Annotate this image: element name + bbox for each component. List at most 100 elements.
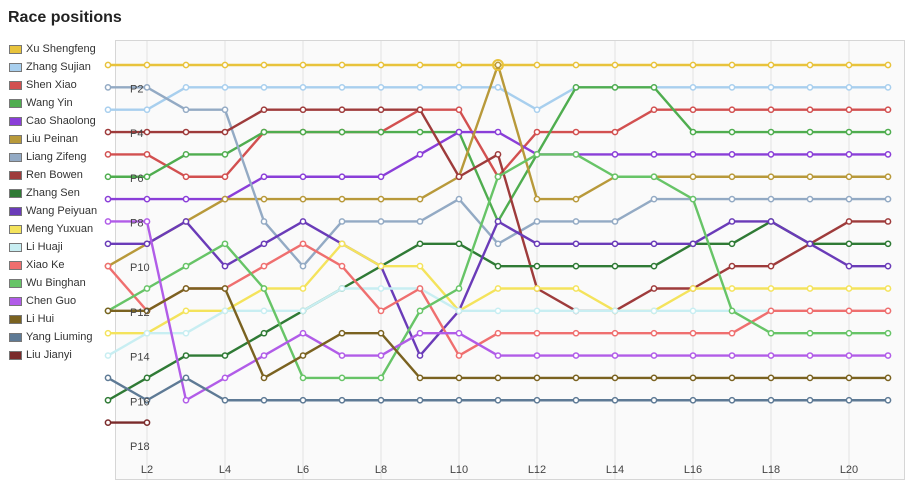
data-point[interactable] bbox=[104, 419, 112, 426]
data-point[interactable] bbox=[377, 195, 385, 203]
data-point[interactable] bbox=[455, 285, 463, 292]
data-point[interactable] bbox=[572, 61, 580, 69]
data-point[interactable] bbox=[884, 151, 892, 158]
data-point[interactable] bbox=[728, 218, 736, 225]
data-point[interactable] bbox=[182, 84, 190, 91]
data-point[interactable] bbox=[143, 195, 151, 203]
data-point[interactable] bbox=[221, 195, 229, 203]
data-point[interactable] bbox=[572, 128, 580, 136]
series-2[interactable] bbox=[104, 106, 892, 181]
data-point[interactable] bbox=[338, 128, 346, 136]
data-point[interactable] bbox=[845, 262, 853, 270]
data-point[interactable] bbox=[377, 307, 385, 315]
data-point[interactable] bbox=[767, 396, 775, 404]
legend-item[interactable]: Zhang Sen bbox=[9, 184, 97, 202]
data-point[interactable] bbox=[689, 396, 697, 404]
data-point[interactable] bbox=[689, 307, 697, 315]
data-point[interactable] bbox=[260, 128, 268, 136]
data-point[interactable] bbox=[728, 374, 736, 382]
data-point[interactable] bbox=[884, 262, 892, 270]
data-point[interactable] bbox=[143, 173, 151, 181]
data-point[interactable] bbox=[884, 329, 892, 337]
data-point[interactable] bbox=[728, 329, 736, 337]
data-point[interactable] bbox=[416, 61, 424, 69]
data-point[interactable] bbox=[572, 84, 580, 91]
data-point[interactable] bbox=[299, 262, 307, 270]
data-point[interactable] bbox=[455, 173, 463, 181]
data-point[interactable] bbox=[299, 61, 307, 69]
data-point[interactable] bbox=[143, 218, 151, 225]
data-point[interactable] bbox=[143, 285, 151, 292]
data-point[interactable] bbox=[455, 396, 463, 404]
data-point[interactable] bbox=[182, 352, 190, 359]
data-point[interactable] bbox=[650, 329, 658, 337]
data-point[interactable] bbox=[494, 262, 502, 270]
series-13[interactable] bbox=[104, 151, 892, 382]
legend-item[interactable]: Zhang Sujian bbox=[9, 58, 97, 76]
data-point[interactable] bbox=[221, 374, 229, 382]
data-point[interactable] bbox=[143, 329, 151, 337]
data-point[interactable] bbox=[104, 329, 112, 337]
data-point[interactable] bbox=[377, 173, 385, 181]
data-point[interactable] bbox=[299, 84, 307, 91]
series-12[interactable] bbox=[104, 240, 892, 359]
data-point[interactable] bbox=[182, 307, 190, 315]
data-point[interactable] bbox=[260, 84, 268, 91]
data-point[interactable] bbox=[572, 195, 580, 203]
data-point[interactable] bbox=[221, 262, 229, 270]
data-point[interactable] bbox=[377, 61, 385, 69]
data-point[interactable] bbox=[533, 61, 541, 69]
data-point[interactable] bbox=[533, 106, 541, 114]
data-point[interactable] bbox=[299, 173, 307, 181]
data-point[interactable] bbox=[806, 173, 814, 181]
data-point[interactable] bbox=[494, 173, 502, 181]
data-point[interactable] bbox=[494, 151, 502, 158]
data-point[interactable] bbox=[572, 151, 580, 158]
data-point[interactable] bbox=[455, 84, 463, 91]
data-point[interactable] bbox=[377, 329, 385, 337]
data-point[interactable] bbox=[806, 307, 814, 315]
data-point[interactable] bbox=[455, 106, 463, 114]
data-point[interactable] bbox=[884, 195, 892, 203]
data-point[interactable] bbox=[650, 106, 658, 114]
legend-item[interactable]: Liu Peinan bbox=[9, 130, 97, 148]
data-point[interactable] bbox=[338, 61, 346, 69]
data-point[interactable] bbox=[299, 374, 307, 382]
data-point[interactable] bbox=[806, 128, 814, 136]
data-point[interactable] bbox=[260, 218, 268, 225]
data-point[interactable] bbox=[299, 307, 307, 315]
data-point[interactable] bbox=[767, 307, 775, 315]
data-point[interactable] bbox=[104, 352, 112, 359]
data-point[interactable] bbox=[299, 329, 307, 337]
data-point[interactable] bbox=[611, 61, 619, 69]
data-point[interactable] bbox=[650, 61, 658, 69]
legend-item[interactable]: Liang Zifeng bbox=[9, 148, 97, 166]
data-point[interactable] bbox=[260, 240, 268, 248]
data-point[interactable] bbox=[416, 396, 424, 404]
data-point[interactable] bbox=[338, 173, 346, 181]
data-point[interactable] bbox=[767, 61, 775, 69]
data-point[interactable] bbox=[221, 240, 229, 248]
data-point[interactable] bbox=[767, 84, 775, 91]
data-point[interactable] bbox=[650, 195, 658, 203]
data-point[interactable] bbox=[104, 374, 112, 382]
data-point[interactable] bbox=[104, 173, 112, 181]
data-point[interactable] bbox=[845, 128, 853, 136]
data-point[interactable] bbox=[260, 374, 268, 382]
data-point[interactable] bbox=[845, 151, 853, 158]
data-point[interactable] bbox=[728, 128, 736, 136]
data-point[interactable] bbox=[455, 240, 463, 248]
data-point[interactable] bbox=[689, 240, 697, 248]
data-point[interactable] bbox=[611, 84, 619, 91]
data-point[interactable] bbox=[767, 195, 775, 203]
data-point[interactable] bbox=[494, 128, 502, 136]
data-point[interactable] bbox=[533, 374, 541, 382]
series-11[interactable] bbox=[104, 285, 892, 359]
data-point[interactable] bbox=[767, 374, 775, 382]
data-point[interactable] bbox=[689, 84, 697, 91]
data-point[interactable] bbox=[377, 106, 385, 114]
data-point[interactable] bbox=[611, 352, 619, 359]
data-point[interactable] bbox=[338, 195, 346, 203]
data-point[interactable] bbox=[884, 285, 892, 292]
data-point[interactable] bbox=[845, 352, 853, 359]
